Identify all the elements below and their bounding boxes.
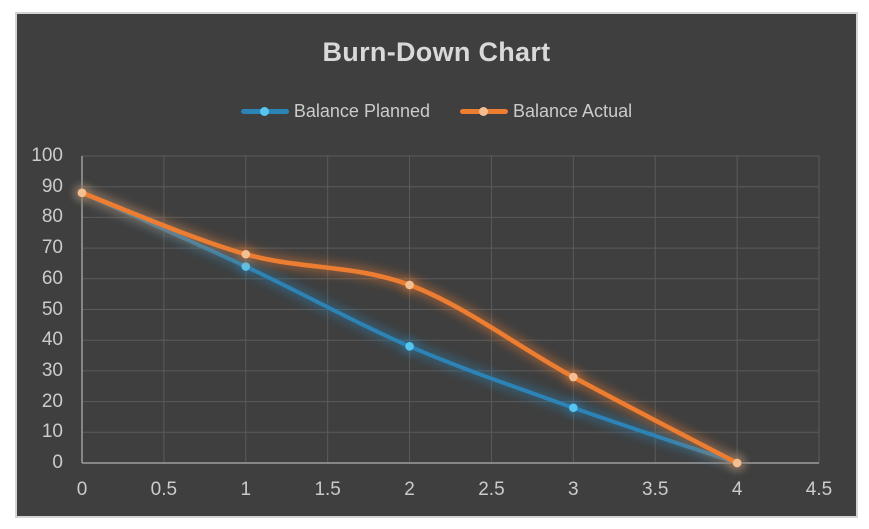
chart-title: Burn-Down Chart: [322, 37, 551, 67]
data-point-marker-actual: [569, 372, 578, 382]
data-point-marker-planned: [241, 262, 251, 271]
data-point-marker-actual: [77, 188, 87, 198]
actual-series-swatch-icon: [460, 105, 508, 118]
planned-series-swatch-icon: [240, 105, 289, 118]
planned-marker-icon: [259, 106, 269, 116]
plot-svg: [75, 155, 820, 470]
data-point-marker-planned: [405, 342, 414, 351]
legend-label-planned: Balance Planned: [293, 101, 430, 121]
data-point-marker-actual: [241, 249, 251, 259]
actual-marker-icon: [479, 106, 488, 116]
data-point-marker-planned: [569, 403, 578, 413]
legend-label-actual: Balance Actual: [513, 101, 633, 121]
data-point-marker-actual: [732, 458, 742, 468]
legend: Balance Planned Balance Actual: [17, 98, 856, 124]
legend-item-balance-planned: Balance Planned: [240, 100, 430, 122]
legend-item-balance-actual: Balance Actual: [460, 100, 632, 122]
data-point-marker-actual: [405, 280, 414, 290]
burndown-chart: Burn-Down Chart Balance Planned Balance …: [15, 12, 858, 518]
